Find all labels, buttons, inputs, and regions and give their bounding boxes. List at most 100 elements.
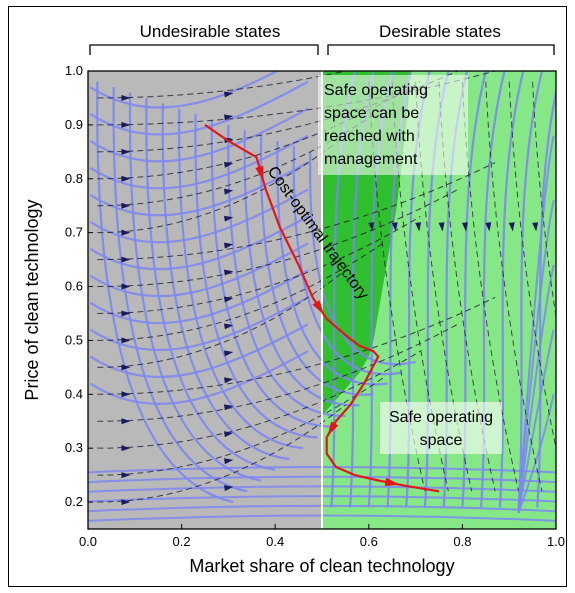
dashed-line	[97, 269, 346, 368]
reachable-annotation-line-2: space can be	[324, 105, 419, 122]
dashed-line	[532, 81, 556, 321]
x-tick-label: 0.2	[173, 534, 191, 549]
dashed-line	[97, 350, 421, 449]
flow-arrow	[532, 222, 539, 232]
stream-line	[89, 242, 309, 298]
stream-line	[517, 200, 555, 513]
flow-arrow	[121, 310, 131, 317]
undesirable-region	[88, 71, 322, 529]
stream-line	[89, 188, 309, 244]
dashed-line	[97, 243, 384, 341]
reachable-annotation-box	[318, 75, 468, 175]
stream-line	[517, 264, 555, 513]
stream-line	[517, 135, 555, 513]
x-tick-label: 1.0	[547, 534, 565, 549]
dashed-line	[97, 71, 496, 126]
flow-arrow	[223, 215, 234, 222]
y-tick-label: 0.5	[65, 332, 83, 347]
trajectory-arrow	[255, 165, 264, 182]
x-axis-ticks: 0.0 0.2 0.4 0.6 0.8 1.0	[79, 524, 565, 549]
reachable-annotation-line-1: Safe operating	[324, 82, 428, 99]
flow-arrow	[121, 256, 131, 263]
flow-arrow	[223, 114, 234, 121]
flow-arrow	[223, 323, 234, 330]
dashed-line	[97, 377, 384, 476]
stream-line	[517, 394, 555, 514]
flow-arrow	[368, 222, 375, 232]
x-tick-label: 0.6	[360, 534, 378, 549]
flow-arrow	[121, 499, 131, 506]
safe-annotation-line-1: Safe operating	[389, 409, 493, 426]
stream-line	[227, 124, 346, 417]
x-tick-label: 0.0	[79, 534, 97, 549]
flow-arrow	[121, 472, 131, 479]
safe-annotation-box	[380, 402, 502, 454]
undesirable-states-label: Undesirable states	[140, 22, 281, 41]
y-tick-label: 0.3	[65, 440, 83, 455]
y-tick-label: 0.6	[65, 279, 83, 294]
flow-arrow	[121, 175, 131, 182]
flow-arrow	[223, 161, 234, 168]
flow-arrow	[223, 296, 234, 303]
cost-optimal-trajectory	[204, 123, 440, 493]
dashed-line	[485, 81, 543, 492]
y-tick-label: 1.0	[65, 63, 83, 78]
stream-line	[498, 71, 525, 508]
dashed-line	[97, 323, 458, 422]
x-tick-label: 0.8	[453, 534, 471, 549]
dashed-line	[97, 296, 496, 395]
stream-line	[89, 71, 280, 109]
flow-arrow	[223, 404, 234, 411]
flow-arrow	[121, 391, 131, 398]
stream-line	[89, 107, 309, 163]
y-tick-label: 0.7	[65, 225, 83, 240]
x-axis-label: Market share of clean technology	[189, 556, 454, 576]
dashed-line	[97, 216, 421, 314]
flow-arrow	[508, 222, 515, 232]
y-tick-label: 0.2	[65, 494, 83, 509]
y-tick-label: 0.8	[65, 171, 83, 186]
dashed-line	[97, 135, 346, 234]
stream-line	[292, 146, 402, 376]
flow-arrow	[121, 121, 131, 128]
stream-line	[89, 269, 309, 325]
trajectory-arrow	[327, 421, 339, 437]
trajectory-arrow	[312, 300, 325, 315]
flow-arrow	[121, 94, 131, 101]
y-axis-ticks: 0.2 0.3 0.4 0.5 0.6 0.7 0.8 0.9 1.0	[65, 63, 93, 509]
dashed-line	[97, 162, 496, 261]
desirable-bracket	[327, 44, 555, 55]
desirable-states-label: Desirable states	[379, 22, 501, 41]
stream-line	[89, 80, 309, 136]
safe-annotation-line-2: space	[420, 432, 463, 449]
flow-arrow	[485, 222, 492, 232]
dashed-line	[97, 404, 346, 503]
stream-line	[89, 296, 309, 352]
reachable-annotation-line-4: management	[324, 151, 418, 168]
trajectory-arrow	[384, 477, 401, 486]
dashed-line	[508, 81, 556, 451]
stream-line	[243, 130, 360, 407]
flow-arrow	[223, 431, 234, 438]
stream-line	[89, 350, 309, 405]
flow-arrow	[223, 269, 234, 276]
stream-line	[517, 329, 555, 514]
dashed-line	[97, 189, 458, 288]
stream-line	[89, 215, 309, 271]
stream-line	[89, 134, 309, 190]
flow-arrow	[223, 91, 234, 98]
flow-arrow	[121, 418, 131, 425]
stream-line	[178, 108, 304, 450]
flow-arrow	[121, 337, 131, 344]
stream-line	[89, 161, 309, 217]
flow-arrow	[223, 350, 234, 357]
flow-arrow	[223, 377, 234, 384]
flow-arrow	[391, 222, 398, 232]
flow-arrow	[121, 202, 131, 209]
stream-line	[210, 119, 332, 428]
flow-arrow	[223, 458, 234, 465]
flow-arrow	[121, 445, 131, 452]
flow-arrow	[223, 485, 234, 492]
flow-arrow	[121, 364, 131, 371]
